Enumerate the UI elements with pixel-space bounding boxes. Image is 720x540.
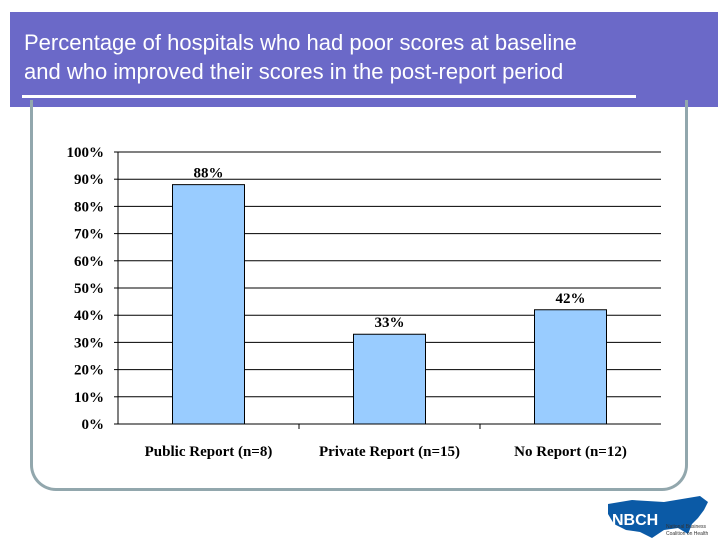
- y-tick-label: 100%: [67, 145, 105, 161]
- logo-caption-line-1: National Business: [666, 524, 707, 530]
- slide-title: Percentage of hospitals who had poor sco…: [24, 28, 684, 86]
- logo-caption-line-2: Coalition on Health: [666, 531, 708, 537]
- y-tick-label: 20%: [74, 363, 104, 379]
- title-underline: [22, 95, 636, 98]
- x-category-label: Private Report (n=15): [319, 444, 460, 460]
- y-tick-label: 10%: [74, 390, 104, 406]
- content-frame: [30, 100, 688, 491]
- y-tick-label: 70%: [74, 227, 104, 243]
- y-tick-label: 60%: [74, 254, 104, 270]
- title-band: [10, 12, 718, 107]
- slide-title-line-2: and who improved their scores in the pos…: [24, 59, 564, 84]
- x-category-label: Public Report (n=8): [145, 444, 273, 460]
- bar-value-label: 33%: [375, 315, 405, 331]
- y-tick-label: 40%: [74, 308, 104, 324]
- bar-value-label: 42%: [556, 291, 586, 307]
- bar: [534, 309, 607, 425]
- nbch-logo: NBCH National Business Coalition on Heal…: [608, 496, 708, 538]
- us-map-icon: [608, 496, 708, 538]
- y-tick-label: 90%: [74, 172, 104, 188]
- slide-title-line-1: Percentage of hospitals who had poor sco…: [24, 30, 577, 55]
- bar-value-label: 88%: [194, 166, 224, 182]
- logo-mark: NBCH: [612, 512, 658, 529]
- bar: [172, 184, 245, 425]
- y-tick-label: 30%: [74, 335, 104, 351]
- bar: [353, 333, 426, 425]
- y-tick-label: 0%: [82, 417, 105, 433]
- y-tick-label: 80%: [74, 199, 104, 215]
- y-tick-label: 50%: [74, 281, 104, 297]
- x-category-label: No Report (n=12): [514, 444, 627, 460]
